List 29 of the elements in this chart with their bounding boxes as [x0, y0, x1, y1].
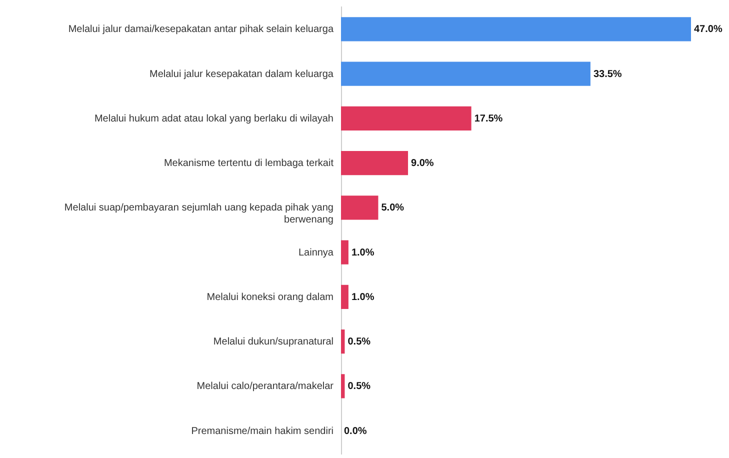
data-label: 5.0%	[381, 202, 404, 214]
bar	[341, 106, 472, 130]
y-tick-label: Melalui hukum adat atau lokal yang berlaku di wilayah	[94, 113, 334, 124]
y-tick-label: Melalui jalur damai/kesepakatan antar pihak selain keluarga	[68, 24, 334, 36]
bar	[341, 240, 348, 264]
data-label: 0.5%	[348, 336, 371, 348]
y-tick-label: Melalui jalur kesepakatan dalam keluarga	[150, 68, 334, 80]
bar	[341, 374, 345, 398]
bar	[341, 196, 378, 220]
y-tick-label: Melalui calo/perantara/makelar	[196, 381, 334, 392]
y-tick-label: Lainnya	[298, 247, 334, 258]
bar	[341, 17, 691, 42]
y-tick-label: Melalui dukun/supranatural	[213, 336, 334, 348]
data-label: 17.5%	[474, 113, 503, 124]
y-tick-label: Mekanisme tertentu di lembaga terkait	[164, 158, 334, 170]
y-tick-label: Premanisme/main hakim sendiri	[191, 426, 334, 437]
data-label: 0.0%	[344, 426, 367, 437]
bar	[341, 151, 408, 176]
bar	[341, 284, 348, 309]
data-label: 1.0%	[351, 247, 374, 258]
y-tick-label: Melalui koneksi orang dalam	[206, 292, 334, 303]
bar	[341, 330, 345, 354]
data-label: 47.0%	[694, 24, 722, 36]
bar	[341, 62, 590, 86]
data-label: 33.5%	[593, 68, 622, 80]
data-label: 1.0%	[351, 292, 374, 303]
y-tick-label: Melalui suap/pembayaran sejumlah uang kepada pihak yang berwenang	[64, 202, 334, 226]
data-label: 9.0%	[411, 158, 434, 170]
data-label: 0.5%	[348, 381, 371, 392]
